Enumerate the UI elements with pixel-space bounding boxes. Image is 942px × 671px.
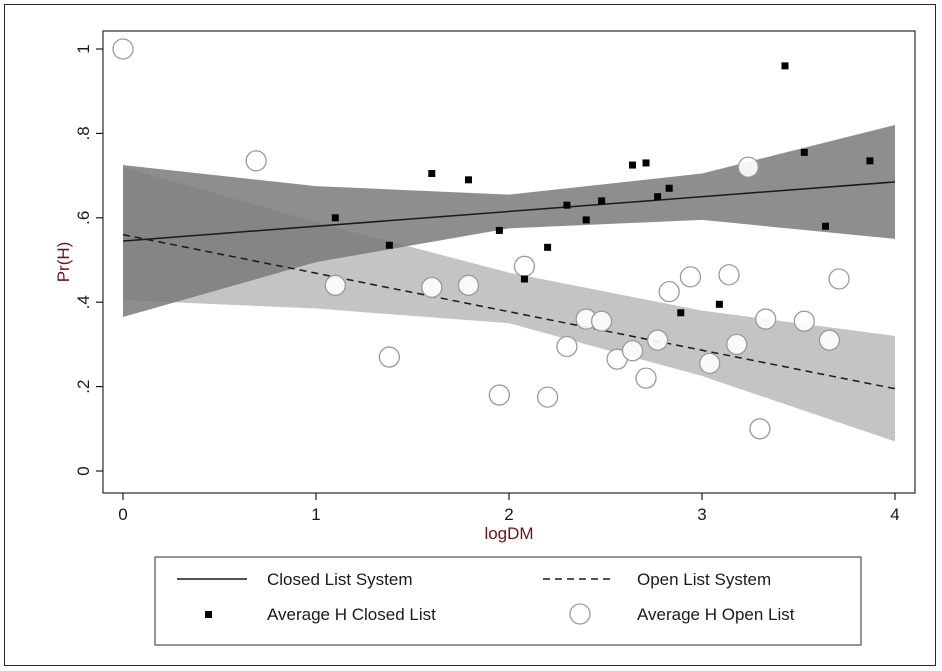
open-list-point [749,418,771,440]
closed-list-point [822,222,830,230]
fit-lines [122,181,896,390]
x-tick-label: 1 [311,505,320,524]
open-list-point [793,310,815,332]
open-list-point [324,274,346,296]
open-list-point [421,276,443,299]
closed-list-point [642,159,650,167]
closed-list-point [781,62,789,70]
open-list-point [488,384,511,406]
x-tick-label: 4 [890,505,899,524]
x-tick-label: 3 [697,505,706,524]
closed-list-point [582,216,590,224]
open-list-point [718,264,740,286]
legend-closed-list-system: Closed List System [267,570,413,589]
open-list-point [556,335,578,358]
open-list-point [245,150,267,172]
legend-open-list-system: Open List System [637,570,771,589]
y-tick-label: .6 [74,211,93,225]
closed-list-point [563,201,571,209]
open-list-point [658,280,680,303]
closed-list-point [654,193,662,201]
open-list-point [699,352,721,375]
scatter-chart: 0 1 2 3 4 0 .2 .4 .6 .8 1 Pr(H) logDM Closed List … [54,30,916,646]
y-tick-label: .4 [74,295,93,309]
closed-list-point [464,176,472,184]
closed-list-point [331,214,339,222]
legend-circle-marker [569,603,591,625]
confidence-bands [123,124,895,442]
figure-frame: 0 1 2 3 4 0 .2 .4 .6 .8 1 Pr(H) logDM Closed List … [4,4,936,666]
closed-list-point [520,275,528,283]
closed-list-point [385,241,393,249]
open-list-point [635,367,657,389]
open-list-point [828,268,850,290]
open-list-point [590,310,613,332]
legend-average-h-open-list: Average H Open List [637,605,795,624]
open-list-point [536,386,559,408]
closed-list-point [544,243,552,251]
open-list-point [818,329,841,351]
closed-list-point [629,161,637,169]
x-axis-title: logDM [484,524,533,543]
open-list-point [457,274,480,296]
legend: Closed List System Open List System Aver… [154,556,862,646]
y-tick-label: .2 [74,380,93,394]
closed-list-ci-band [123,124,895,317]
y-tick-label: 0 [74,466,93,475]
open-list-point [378,346,400,368]
open-list-point [679,266,702,288]
open-list-point [112,38,134,60]
closed-list-point [665,184,673,192]
closed-list-point [866,157,874,165]
closed-list-point [598,197,606,205]
x-tick-label: 2 [504,505,513,524]
open-list-point [726,333,748,356]
open-list-point [755,308,777,330]
legend-square-marker [205,611,212,618]
open-list-point [737,156,759,178]
legend-average-h-closed-list: Average H Closed List [267,605,436,624]
axes: 0 1 2 3 4 0 .2 .4 .6 .8 1 [74,44,900,524]
closed-list-fit-line [122,181,896,242]
closed-list-point [715,300,723,308]
open-list-point [513,255,536,277]
closed-list-point [800,148,808,156]
closed-list-point [495,226,503,234]
y-axis-title: Pr(H) [54,242,73,283]
y-tick-label: 1 [74,44,93,53]
y-tick-label: .8 [74,126,93,140]
open-list-point [646,329,669,351]
data-points [112,38,874,440]
closed-list-point [677,309,685,317]
legend-box [154,556,862,646]
x-tick-label: 0 [118,505,127,524]
closed-list-point [428,169,436,177]
open-list-point [621,340,644,362]
